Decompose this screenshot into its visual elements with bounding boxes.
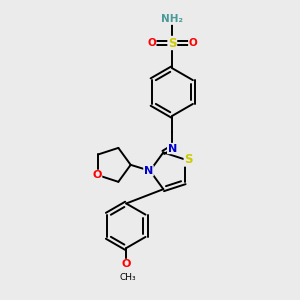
- Text: CH₃: CH₃: [119, 273, 136, 282]
- Text: O: O: [122, 260, 131, 269]
- Text: O: O: [147, 38, 156, 48]
- Text: N: N: [168, 143, 177, 154]
- Text: NH₂: NH₂: [161, 14, 183, 24]
- Text: N: N: [144, 166, 153, 176]
- Text: S: S: [184, 153, 193, 166]
- Text: O: O: [189, 38, 197, 48]
- Text: S: S: [168, 37, 176, 50]
- Text: O: O: [92, 170, 102, 180]
